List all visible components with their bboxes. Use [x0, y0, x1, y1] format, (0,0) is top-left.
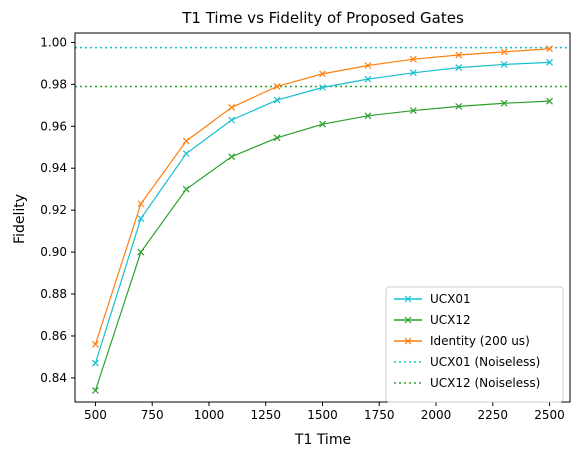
data-point-0-5	[319, 84, 326, 91]
data-point-2-5	[319, 70, 326, 78]
legend-marker-2	[404, 337, 412, 345]
y-tick-label: 1.00	[40, 35, 67, 49]
legend-label-2: Identity (200 us)	[430, 334, 530, 348]
legend-box	[385, 286, 564, 403]
data-point-0-3	[228, 116, 236, 124]
data-point-1-2	[182, 185, 190, 193]
data-point-0-1	[137, 215, 145, 222]
data-point-0-8	[455, 64, 463, 72]
y-axis: 0.84 0.86 0.88 0.90 0.92 0.94 0.96 0.98 1.00	[40, 35, 75, 385]
legend-marker-0	[404, 295, 412, 303]
data-point-0-0	[92, 359, 99, 367]
data-point-2-6	[364, 62, 372, 69]
x-tick-label: 500	[84, 408, 107, 422]
x-tick-label: 1000	[194, 408, 225, 422]
data-point-1-5	[319, 120, 326, 128]
data-point-2-0	[92, 340, 99, 348]
x-tick-label: 1750	[364, 408, 395, 422]
x-tick-label: 750	[141, 408, 164, 422]
x-tick-label: 2500	[534, 408, 565, 422]
data-point-1-10	[546, 97, 553, 105]
legend-marker-1	[404, 316, 412, 324]
y-tick-label: 0.90	[40, 245, 67, 259]
plot-area	[75, 45, 570, 394]
y-axis-label: Fidelity	[12, 194, 28, 244]
chart-title: T1 Time vs Fidelity of Proposed Gates	[181, 9, 464, 27]
data-point-0-9	[500, 61, 508, 68]
y-tick-label: 0.94	[40, 161, 67, 175]
data-point-0-6	[364, 75, 372, 83]
data-point-1-1	[137, 248, 145, 256]
data-point-2-4	[273, 83, 281, 90]
data-point-0-7	[409, 69, 417, 77]
legend: UCX01 UCX12 Identity (200 us) UCX01 (Noisel…	[385, 286, 564, 403]
data-point-2-1	[137, 200, 145, 208]
y-tick-label: 0.86	[40, 329, 67, 343]
data-point-1-0	[92, 387, 99, 394]
x-tick-label: 2000	[421, 408, 452, 422]
data-point-1-4	[273, 134, 281, 142]
data-point-1-8	[455, 102, 463, 110]
data-point-1-6	[364, 112, 372, 120]
y-tick-label: 0.98	[40, 77, 67, 91]
y-tick-label: 0.88	[40, 287, 67, 301]
x-tick-label: 1250	[250, 408, 281, 422]
y-tick-label: 0.92	[40, 203, 67, 217]
data-point-0-4	[273, 96, 281, 104]
data-point-2-8	[455, 51, 463, 59]
legend-label-4: UCX12 (Noiseless)	[430, 376, 540, 390]
data-point-0-10	[546, 58, 553, 66]
x-axis: 500 750 1000 1250 1500 1750 2000 2250 2500	[84, 402, 565, 422]
data-point-2-9	[500, 48, 508, 56]
data-point-2-2	[182, 137, 190, 145]
data-point-2-7	[409, 55, 417, 63]
data-point-2-3	[228, 104, 236, 111]
data-point-2-10	[546, 45, 553, 53]
legend-label-1: UCX12	[430, 313, 471, 327]
data-point-1-7	[409, 107, 417, 114]
y-tick-label: 0.84	[40, 371, 67, 385]
x-axis-label: T1 Time	[294, 432, 351, 448]
data-point-0-2	[182, 150, 190, 157]
x-tick-label: 2250	[478, 408, 509, 422]
y-tick-label: 0.96	[40, 119, 67, 133]
data-point-1-3	[228, 153, 236, 161]
legend-label-0: UCX01	[430, 292, 471, 306]
legend-label-3: UCX01 (Noiseless)	[430, 355, 540, 369]
data-point-1-9	[500, 99, 508, 107]
x-tick-label: 1500	[307, 408, 338, 422]
